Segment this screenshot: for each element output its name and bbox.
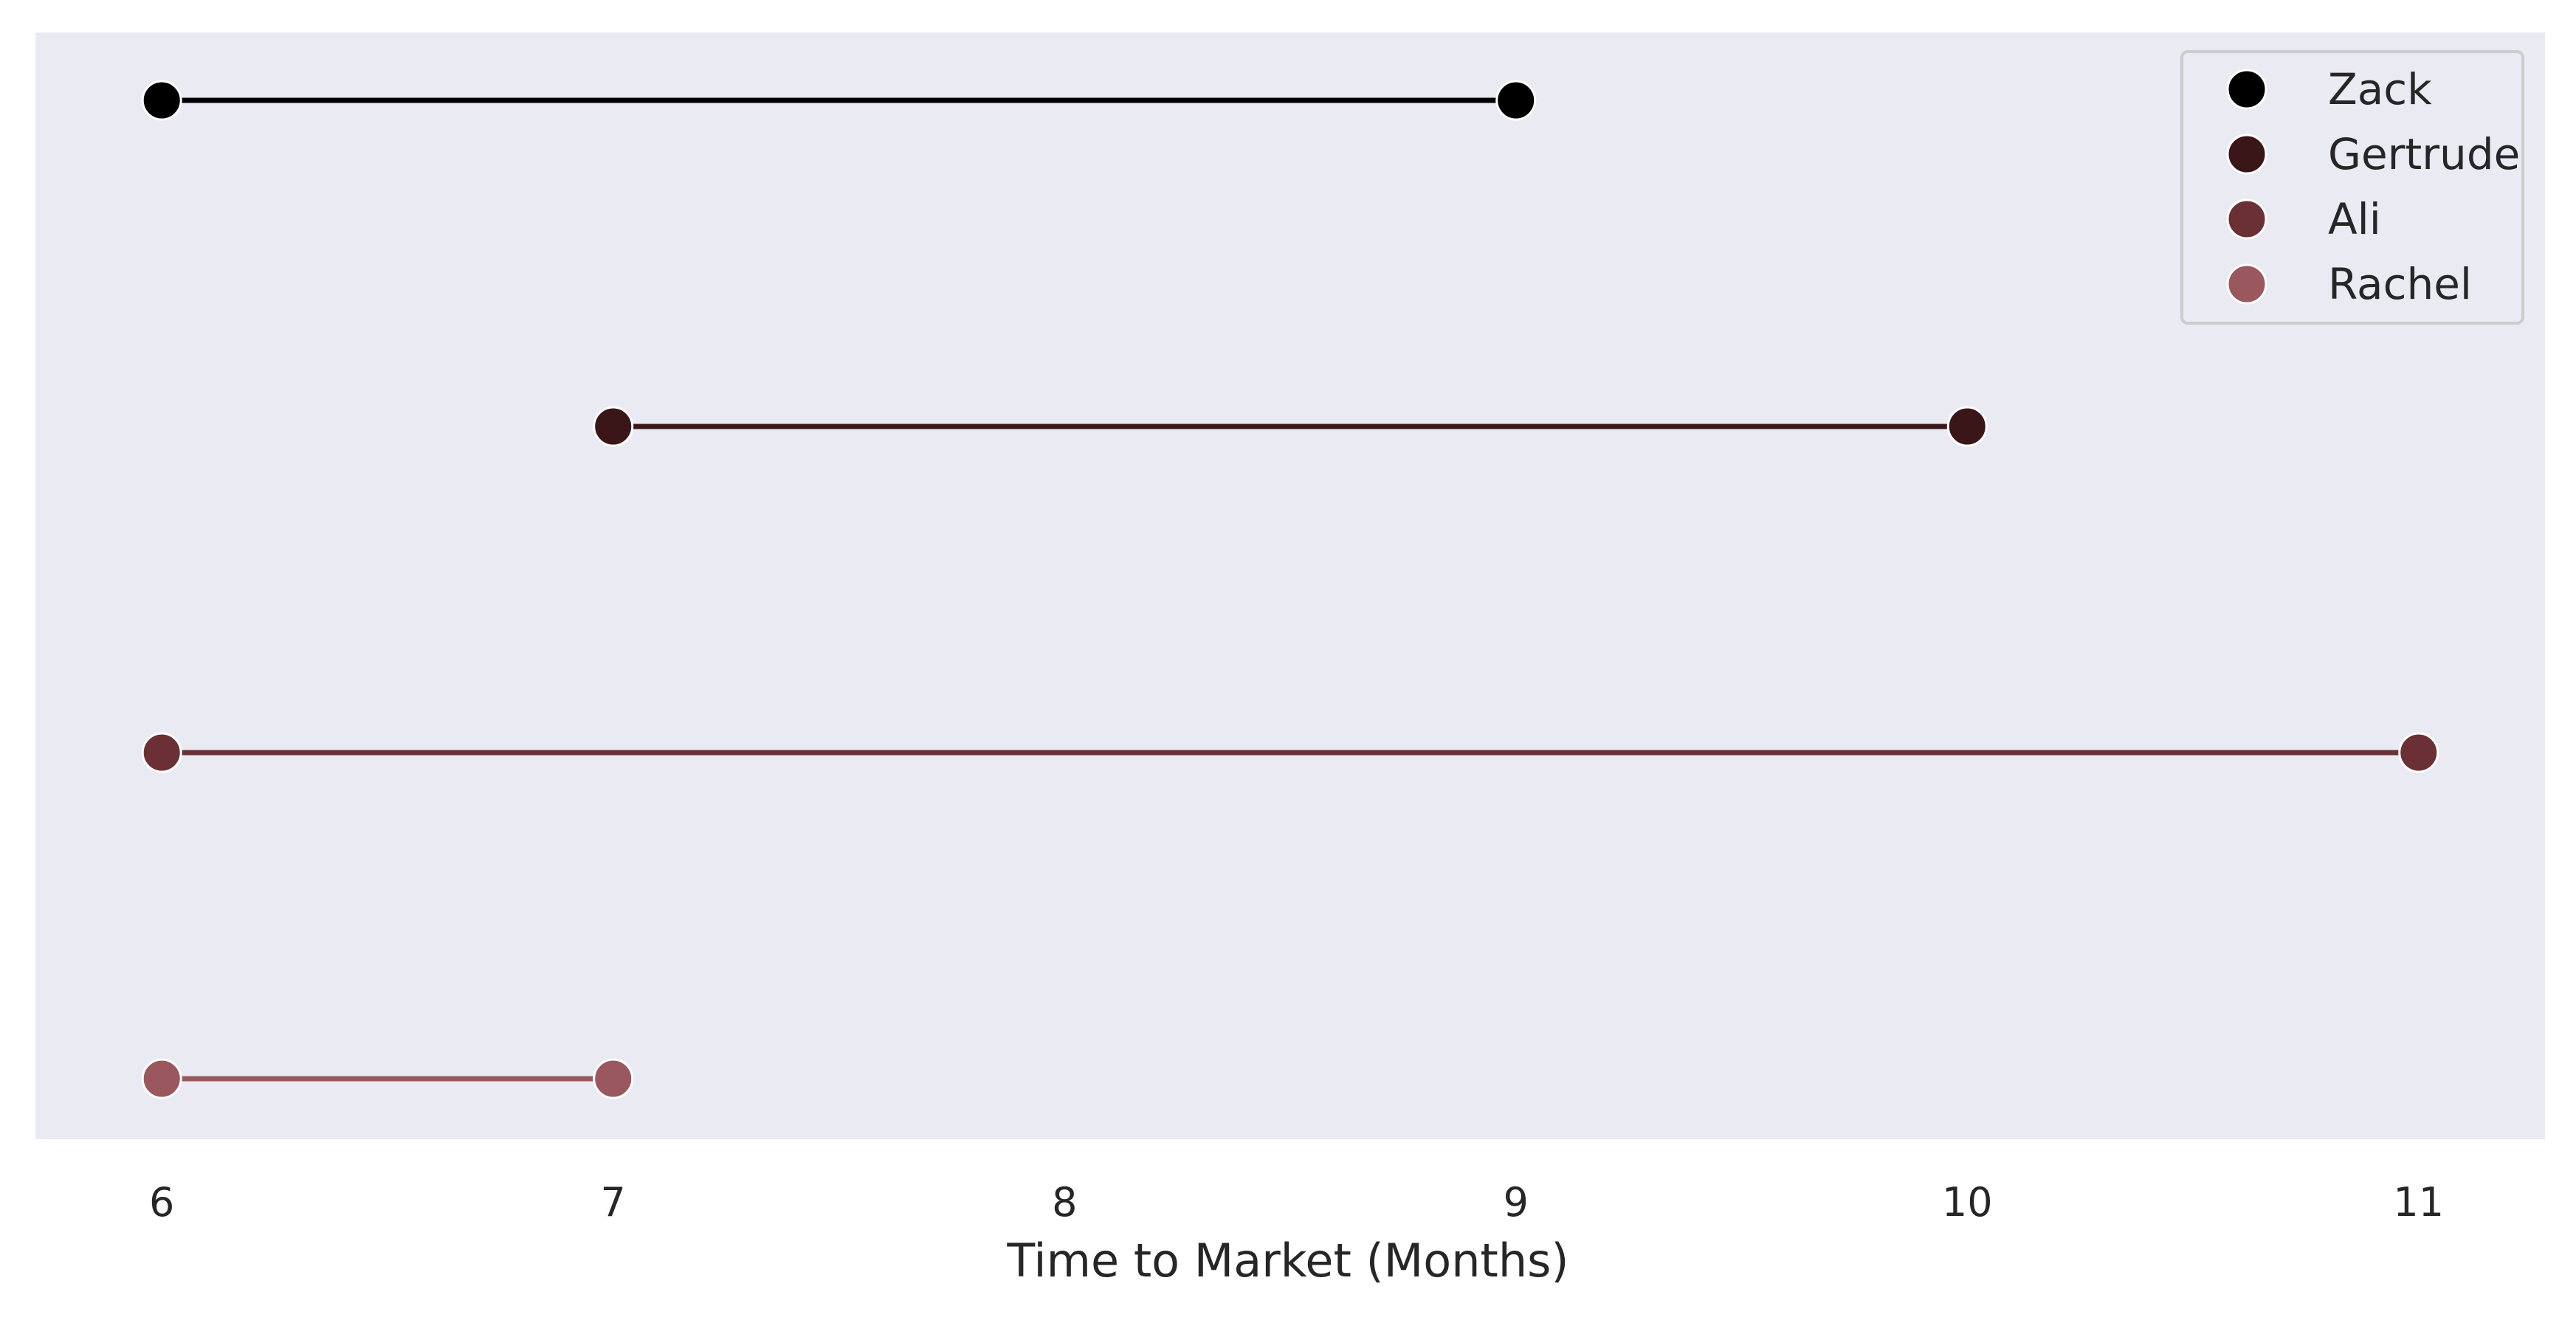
legend-label-gertrude: Gertrude	[2328, 129, 2520, 179]
legend-box	[2180, 50, 2524, 325]
x-tick-label: 7	[601, 1179, 626, 1226]
x-axis-title: Time to Market (Months)	[1006, 1234, 1568, 1288]
x-tick-label: 10	[1942, 1179, 1993, 1226]
end-point-gertrude	[1946, 406, 1988, 447]
end-point-ali	[2398, 732, 2439, 773]
plot-background	[35, 32, 2545, 1139]
end-point-zack	[1495, 80, 1537, 121]
series-rachel	[141, 1058, 634, 1099]
x-tick-label: 6	[149, 1179, 174, 1226]
legend-marker-ali	[2226, 198, 2267, 240]
start-point-rachel	[141, 1058, 182, 1099]
series-zack	[141, 80, 1537, 121]
legend-label-zack: Zack	[2328, 64, 2432, 114]
x-tick-label: 11	[2393, 1179, 2444, 1226]
marks-layer	[141, 80, 2439, 1099]
x-axis-ticks: 6 7 8 9 10 11	[149, 1179, 2444, 1226]
x-tick-label: 8	[1052, 1179, 1077, 1226]
end-point-rachel	[593, 1058, 634, 1099]
legend-marker-gertrude	[2226, 134, 2267, 175]
series-ali	[141, 732, 2439, 773]
legend-marker-zack	[2226, 69, 2267, 110]
start-point-gertrude	[593, 406, 634, 447]
legend-marker-rachel	[2226, 263, 2267, 305]
start-point-ali	[141, 732, 182, 773]
legend-label-rachel: Rachel	[2328, 259, 2472, 309]
x-tick-label: 9	[1504, 1179, 1529, 1226]
start-point-zack	[141, 80, 182, 121]
series-gertrude	[593, 406, 1988, 447]
legend-items: Zack Gertrude Ali Rachel	[2226, 64, 2520, 309]
legend: Zack Gertrude Ali Rachel	[2180, 50, 2524, 325]
legend-label-ali: Ali	[2328, 194, 2381, 244]
